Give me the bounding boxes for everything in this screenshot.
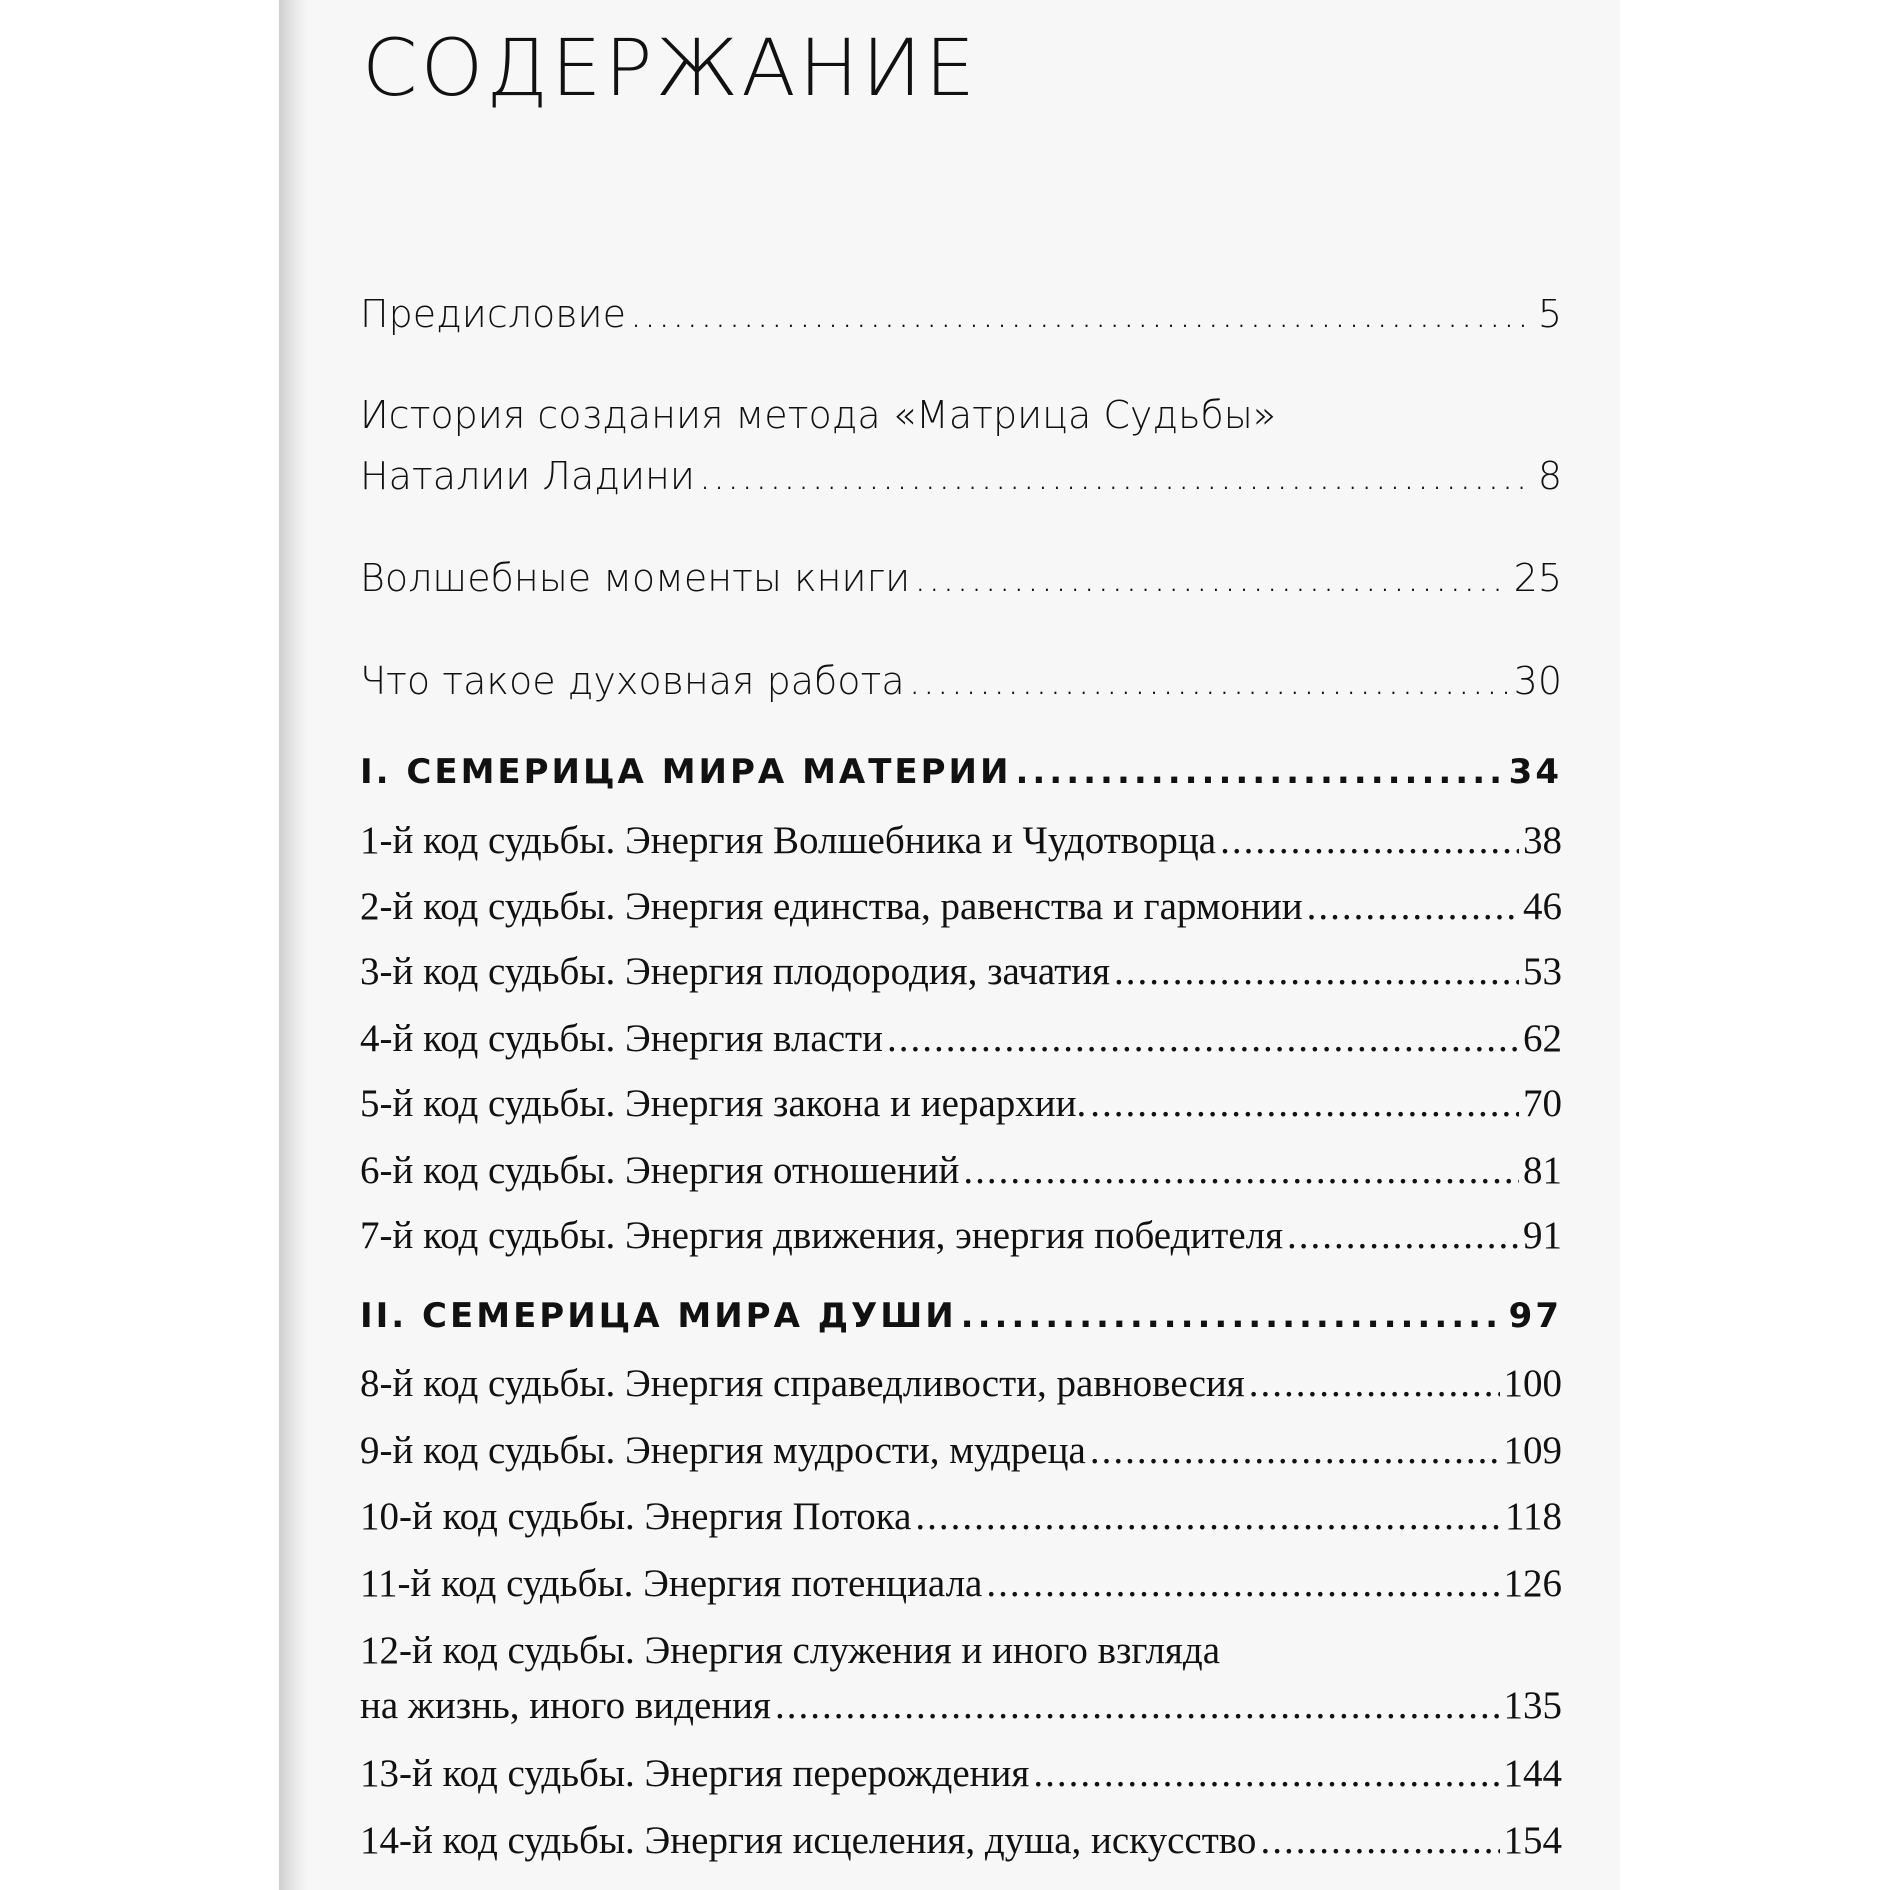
toc-entry-page: 25 <box>1513 556 1562 600</box>
toc-entry: 3-й код судьбы. Энергия плодородия, зача… <box>360 949 1562 994</box>
toc-entry-title-line1: История создания метода «Матрица Судьбы» <box>360 393 1277 437</box>
dot-leader <box>961 1296 1505 1336</box>
toc-entry-page: 97 <box>1508 1296 1562 1336</box>
toc-entry-title: 13-й код судьбы. Энергия перерождения <box>360 1752 1030 1795</box>
toc-entry-page: 109 <box>1503 1429 1563 1472</box>
page-title: СОДЕРЖАНИЕ <box>362 24 979 114</box>
toc-entry: 1-й код судьбы. Энергия Волшебника и Чуд… <box>360 818 1562 863</box>
toc-entry: 4-й код судьбы. Энергия власти 62 <box>360 1016 1562 1061</box>
toc-entry: Что такое духовная работа 30 <box>360 659 1562 703</box>
toc-entry-page: 70 <box>1523 1082 1562 1125</box>
toc-entry: 10-й код судьбы. Энергия Потока 118 <box>360 1494 1562 1539</box>
toc-entry-title: I. СЕМЕРИЦА МИРА МАТЕРИИ <box>360 752 1012 792</box>
toc-entry-page: 30 <box>1513 659 1562 703</box>
toc-entry-page: 8 <box>1537 454 1562 498</box>
dot-leader <box>1307 884 1519 929</box>
toc-entry-page: 38 <box>1523 819 1562 862</box>
toc-entry: 14-й код судьбы. Энергия исцеления, душа… <box>360 1818 1562 1863</box>
toc-entry-title: II. СЕМЕРИЦА МИРА ДУШИ <box>360 1296 957 1336</box>
toc-entry-page: 53 <box>1523 950 1562 993</box>
dot-leader <box>775 1683 1500 1728</box>
toc-entry-title: 11-й код судьбы. Энергия потенциала <box>360 1562 983 1605</box>
toc-entry-page: 100 <box>1503 1362 1563 1405</box>
toc-entry-title: 9-й код судьбы. Энергия мудрости, мудрец… <box>360 1429 1086 1472</box>
dot-leader <box>915 1494 1501 1539</box>
toc-section-heading: I. СЕМЕРИЦА МИРА МАТЕРИИ 34 <box>360 752 1562 792</box>
toc-entry-title: 1-й код судьбы. Энергия Волшебника и Чуд… <box>360 819 1217 862</box>
toc-entry-title: 10-й код судьбы. Энергия Потока <box>360 1495 912 1538</box>
toc-entry-title: Наталии Ладини <box>360 454 695 498</box>
toc-entry-title: 5-й код судьбы. Энергия закона и иерархи… <box>360 1082 1087 1125</box>
toc-entry: Предисловие 5 <box>360 292 1562 336</box>
dot-leader <box>699 454 1534 498</box>
dot-leader <box>963 1148 1519 1193</box>
dot-leader <box>1015 752 1504 792</box>
toc-entry-page: 126 <box>1503 1562 1563 1605</box>
toc-entry-page: 154 <box>1503 1819 1563 1862</box>
dot-leader <box>887 1016 1519 1061</box>
toc-entry: Волшебные моменты книги 25 <box>360 556 1562 600</box>
toc-entry: Наталии Ладини 8 <box>360 454 1562 498</box>
toc-entry-title: 3-й код судьбы. Энергия плодородия, зача… <box>360 950 1111 993</box>
toc-entry-page: 118 <box>1504 1495 1562 1538</box>
dot-leader <box>1114 949 1519 994</box>
toc-entry: 5-й код судьбы. Энергия закона и иерархи… <box>360 1081 1562 1126</box>
toc-entry: 13-й код судьбы. Энергия перерождения 144 <box>360 1751 1562 1796</box>
toc-entry: 9-й код судьбы. Энергия мудрости, мудрец… <box>360 1428 1562 1473</box>
toc-entry: 11-й код судьбы. Энергия потенциала 126 <box>360 1561 1562 1606</box>
page-spine-shadow <box>279 0 309 1890</box>
book-page <box>279 0 1620 1890</box>
toc-entry-title: 6-й код судьбы. Энергия отношений <box>360 1149 960 1192</box>
toc-entry-title: Что такое духовная работа <box>360 659 905 703</box>
toc-entry-title: 14-й код судьбы. Энергия исцеления, душа… <box>360 1819 1257 1862</box>
toc-entry-title-line1: 12-й код судьбы. Энергия служения и иног… <box>360 1629 1220 1672</box>
toc-entry-title: 8-й код судьбы. Энергия справедливости, … <box>360 1362 1245 1405</box>
toc-entry: 6-й код судьбы. Энергия отношений 81 <box>360 1148 1562 1193</box>
dot-leader <box>1090 1428 1500 1473</box>
dot-leader <box>1287 1213 1519 1258</box>
dot-leader <box>1090 1081 1519 1126</box>
toc-entry-page: 135 <box>1503 1684 1563 1727</box>
toc-entry-page: 62 <box>1523 1017 1562 1060</box>
toc-entry-title: 4-й код судьбы. Энергия власти <box>360 1017 883 1060</box>
toc-entry-page: 144 <box>1503 1752 1563 1795</box>
toc-entry: 7-й код судьбы. Энергия движения, энерги… <box>360 1213 1562 1258</box>
toc-entry-title: на жизнь, иного видения <box>360 1684 771 1727</box>
toc-entry-page: 91 <box>1523 1214 1562 1257</box>
dot-leader <box>1260 1818 1499 1863</box>
toc-section-heading: II. СЕМЕРИЦА МИРА ДУШИ 97 <box>360 1296 1562 1336</box>
dot-leader <box>909 659 1510 703</box>
toc-entry-title: Волшебные моменты книги <box>360 556 911 600</box>
toc-entry: 8-й код судьбы. Энергия справедливости, … <box>360 1361 1562 1406</box>
dot-leader <box>914 556 1509 600</box>
toc-entry-title: 7-й код судьбы. Энергия движения, энерги… <box>360 1214 1284 1257</box>
toc-entry: на жизнь, иного видения 135 <box>360 1683 1562 1728</box>
dot-leader <box>630 292 1534 336</box>
dot-leader <box>1033 1751 1499 1796</box>
toc-entry: 2-й код судьбы. Энергия единства, равенс… <box>360 884 1562 929</box>
toc-entry-page: 34 <box>1508 752 1562 792</box>
toc-entry-title: 2-й код судьбы. Энергия единства, равенс… <box>360 885 1303 928</box>
dot-leader <box>1220 818 1519 863</box>
toc-entry-page: 81 <box>1523 1149 1562 1192</box>
toc-entry-page: 5 <box>1537 292 1562 336</box>
dot-leader <box>986 1561 1499 1606</box>
dot-leader <box>1249 1361 1500 1406</box>
toc-entry-title: Предисловие <box>360 292 626 336</box>
toc-entry-page: 46 <box>1523 885 1562 928</box>
